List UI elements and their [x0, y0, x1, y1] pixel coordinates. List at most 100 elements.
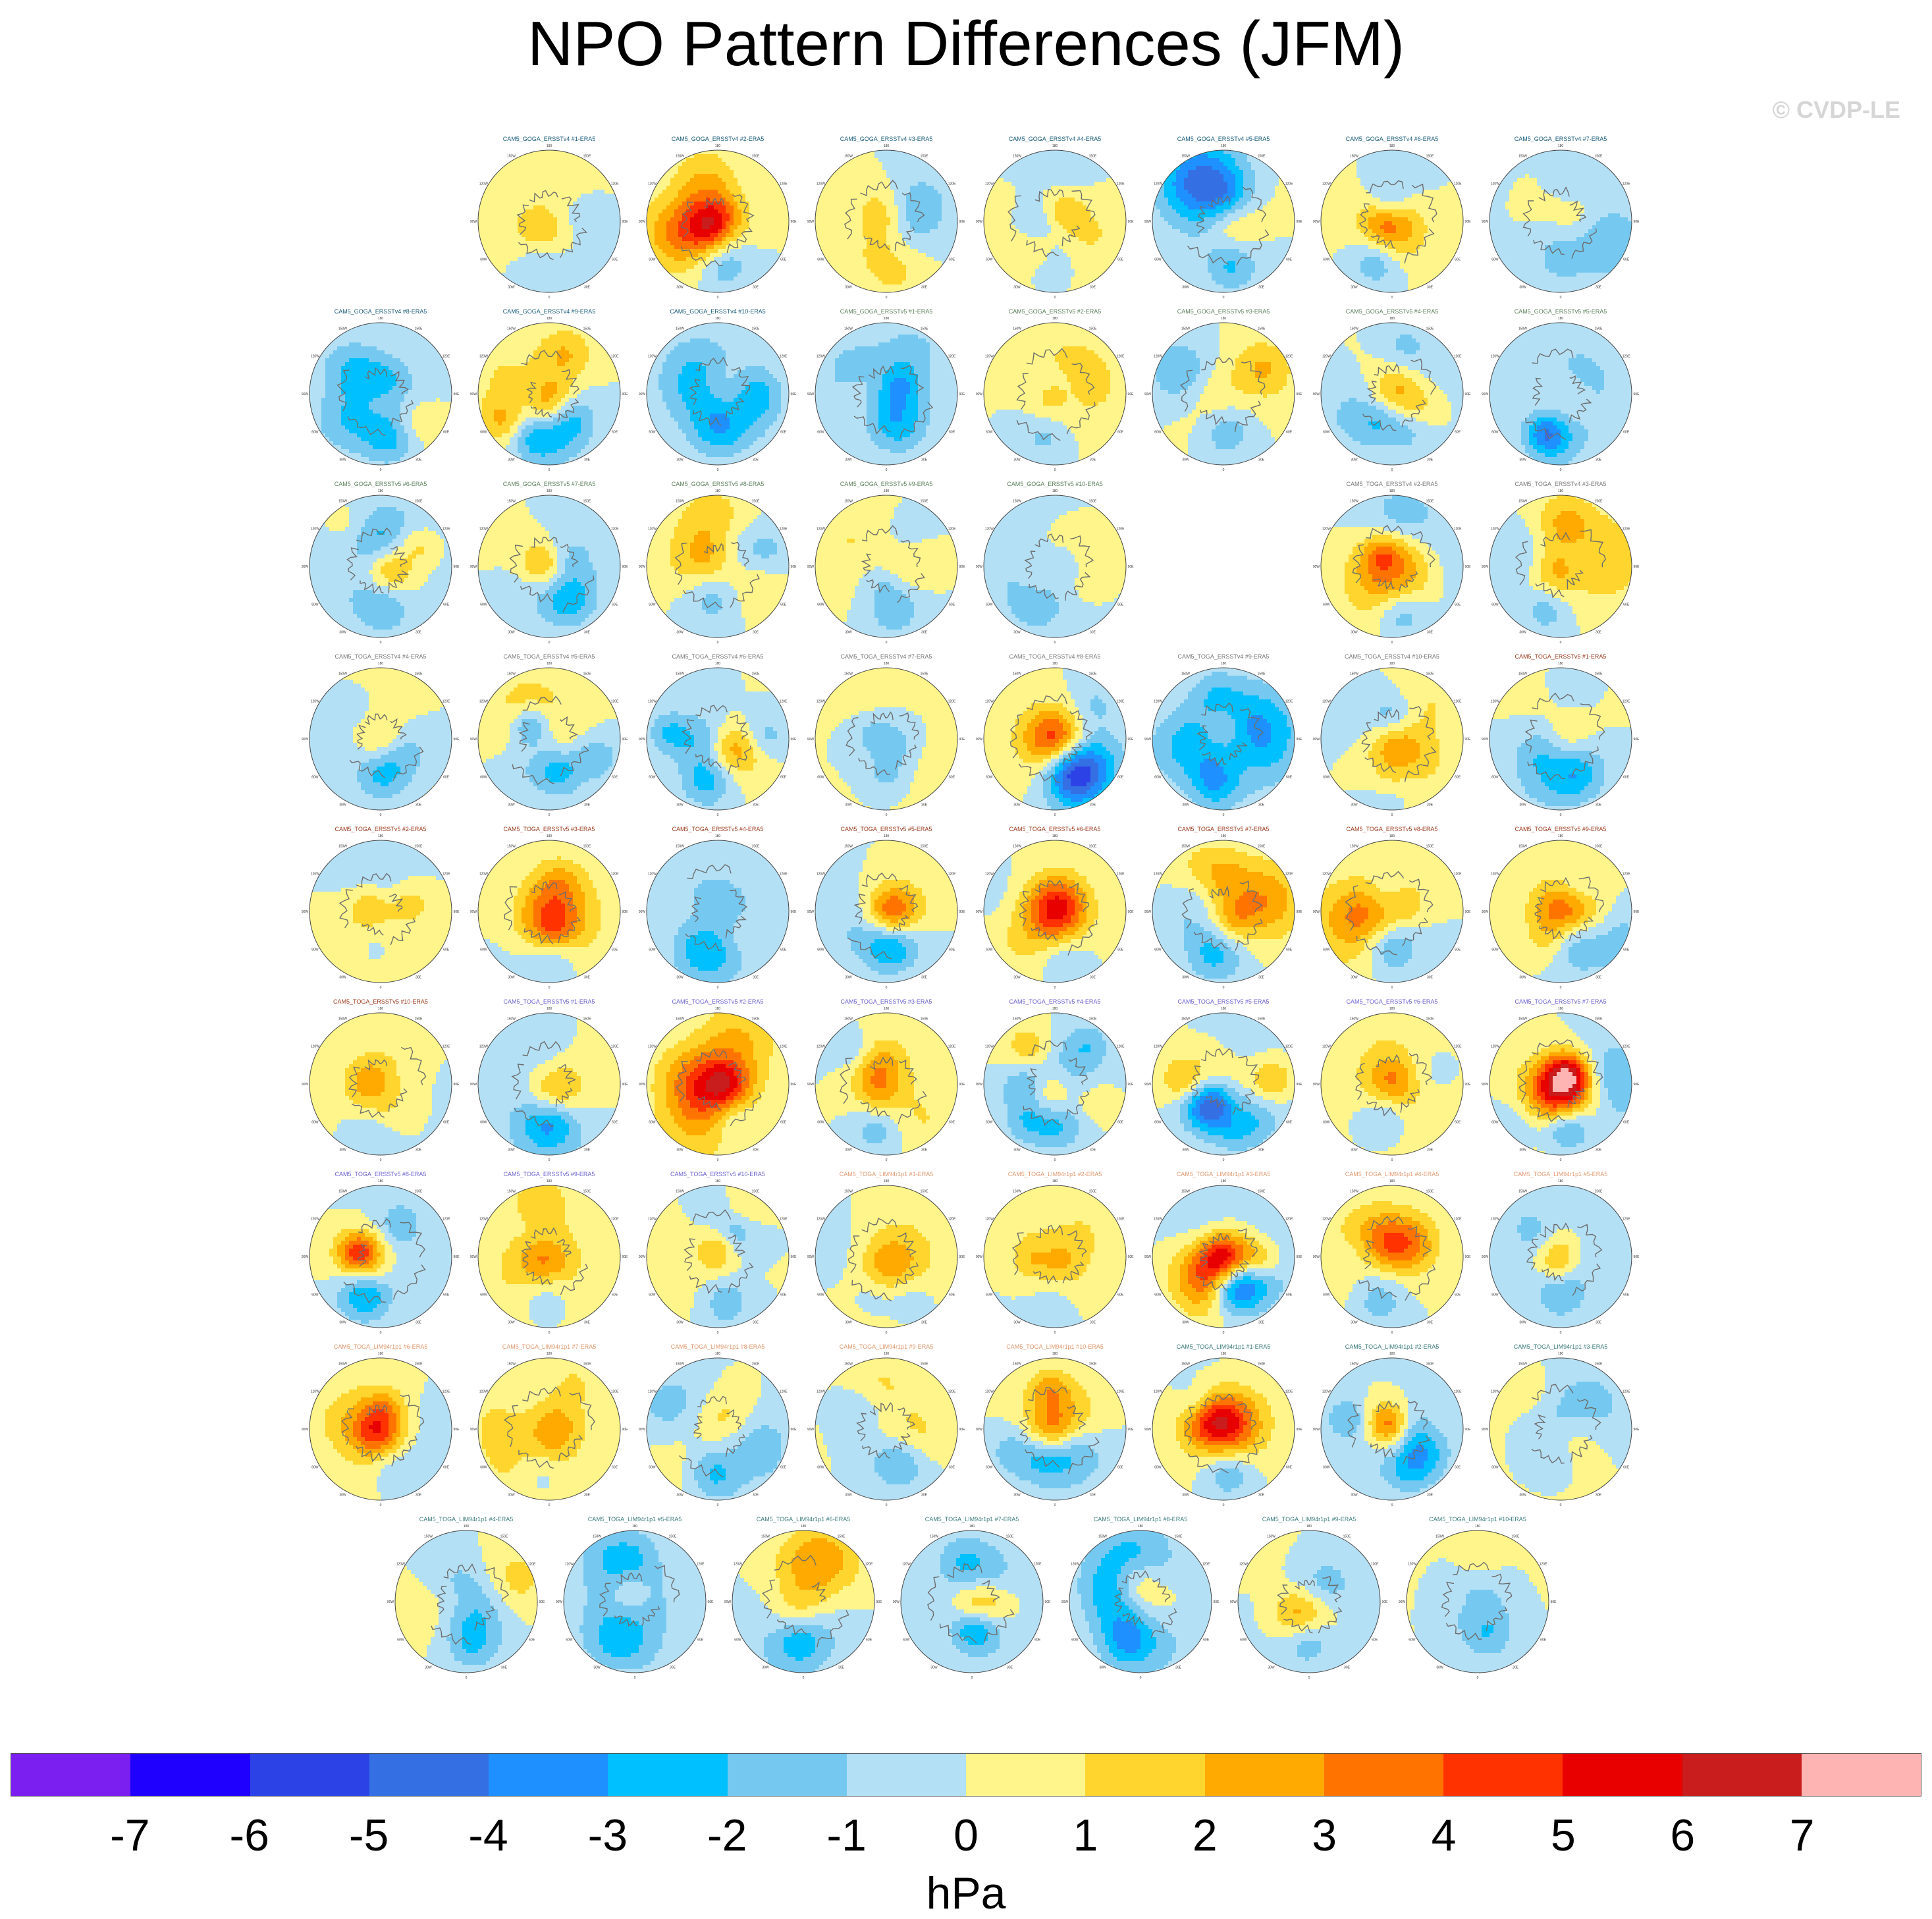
longitude-label: 150E [583, 1189, 591, 1193]
longitude-label: 120W [311, 355, 319, 359]
panel-title: CAM5_GOGA_ERSSTv5 #6-ERA5 [296, 481, 465, 487]
panel-title: CAM5_GOGA_ERSSTv4 #4-ERA5 [971, 136, 1139, 142]
longitude-label: 150W [338, 499, 347, 503]
longitude-label: 90E [1634, 220, 1640, 224]
longitude-label: 150E [1595, 1189, 1603, 1193]
longitude-label: 120E [1285, 1390, 1293, 1394]
panel-title: CAM5_GOGA_ERSSTv5 #7-ERA5 [465, 481, 633, 487]
longitude-label: 60W [311, 948, 319, 952]
longitude-label: 0 [717, 641, 719, 645]
longitude-label: 30W [676, 286, 684, 290]
longitude-label: 120W [817, 700, 825, 704]
longitude-label: 30W [1351, 458, 1358, 462]
longitude-label: 60E [780, 1466, 787, 1470]
longitude-label: 30E [921, 631, 928, 635]
longitude-label: 60W [649, 1466, 656, 1470]
map-panel: CAM5_TOGA_ERSSTv5 #5-ERA5 180 150E 120E 90E 6… [802, 826, 971, 993]
longitude-label: 60E [780, 258, 787, 262]
map-panel: CAM5_GOGA_ERSSTv4 #8-ERA5 180 150E 120E 90E 6… [296, 308, 465, 475]
colorbar-swatch [966, 1754, 1085, 1796]
map-panel: CAM5_TOGA_LIM94r1p1 #4-ERA5 180 150E 120E 90… [382, 1516, 550, 1683]
longitude-label: 0 [886, 296, 888, 300]
longitude-label: 180 [547, 1179, 552, 1183]
longitude-label: 90W [1313, 565, 1320, 569]
longitude-label: 120W [817, 527, 825, 531]
panel-title: CAM5_GOGA_ERSSTv4 #7-ERA5 [1476, 136, 1645, 142]
longitude-label: 90W [1313, 1083, 1320, 1087]
longitude-label: 0 [1391, 1158, 1393, 1162]
map-panel: CAM5_TOGA_LIM94r1p1 #2-ERA5 180 150E 120E 90… [971, 1171, 1139, 1338]
longitude-label: 0 [1391, 986, 1393, 990]
longitude-label: 30W [1013, 1321, 1021, 1325]
longitude-label: 90E [959, 738, 966, 742]
longitude-label: 30W [1351, 1321, 1358, 1325]
longitude-label: 90E [622, 565, 629, 569]
longitude-label: 30E [584, 458, 591, 462]
longitude-label: 90E [791, 1255, 797, 1259]
longitude-label: 90W [639, 1255, 646, 1259]
longitude-label: 180 [378, 489, 384, 493]
longitude-label: 120W [1491, 1045, 1499, 1049]
panel-title: CAM5_TOGA_ERSSTv5 #4-ERA5 [971, 998, 1139, 1005]
longitude-label: 0 [886, 1503, 888, 1507]
longitude-label: 90W [639, 910, 646, 914]
longitude-label: 0 [1223, 468, 1225, 472]
longitude-label: 30E [1090, 803, 1096, 807]
longitude-label: 0 [1054, 813, 1056, 817]
longitude-label: 120E [1623, 182, 1630, 186]
longitude-label: 120E [780, 1218, 788, 1222]
longitude-label: 120E [443, 1390, 450, 1394]
longitude-label: 60W [1154, 1466, 1162, 1470]
longitude-label: 180 [1052, 662, 1058, 666]
longitude-label: 0 [1391, 813, 1393, 817]
longitude-label: 120W [479, 1045, 488, 1049]
longitude-label: 120E [780, 182, 788, 186]
colorbar-swatch [489, 1754, 608, 1796]
longitude-label: 180 [1221, 1007, 1227, 1011]
longitude-label: 90E [791, 392, 797, 396]
longitude-label: 0 [1560, 1158, 1562, 1162]
longitude-label: 90E [791, 1428, 797, 1432]
longitude-label: 30W [1013, 458, 1021, 462]
longitude-label: 30W [1182, 458, 1189, 462]
panel-title: CAM5_GOGA_ERSSTv4 #2-ERA5 [633, 136, 802, 142]
longitude-label: 60E [1117, 948, 1124, 952]
longitude-label: 30W [1519, 976, 1526, 980]
colorbar-swatch [250, 1754, 369, 1796]
longitude-label: 90E [791, 910, 797, 914]
longitude-label: 30W [1013, 1494, 1021, 1498]
panel-title: CAM5_TOGA_ERSSTv5 #1-ERA5 [1476, 653, 1645, 660]
longitude-label: 60W [1323, 603, 1330, 607]
longitude-label: 150W [676, 1189, 684, 1193]
longitude-label: 180 [547, 317, 552, 321]
longitude-label: 0 [717, 1331, 719, 1335]
longitude-label: 150E [921, 844, 928, 848]
longitude-label: 120E [1623, 700, 1630, 704]
longitude-label: 30E [1596, 1321, 1602, 1325]
longitude-label: 180 [547, 1352, 552, 1356]
longitude-label: 60W [1323, 776, 1330, 780]
longitude-label: 60W [311, 1121, 319, 1125]
longitude-label: 150E [752, 499, 760, 503]
longitude-label: 90E [1128, 1083, 1135, 1087]
longitude-label: 150E [921, 499, 928, 503]
longitude-label: 60W [649, 431, 656, 435]
longitude-label: 90W [1313, 1428, 1320, 1432]
longitude-label: 150E [1089, 844, 1097, 848]
longitude-label: 150W [676, 1362, 684, 1366]
panel-title: CAM5_GOGA_ERSSTv5 #2-ERA5 [971, 308, 1139, 315]
longitude-label: 30W [845, 458, 852, 462]
longitude-label: 150E [669, 1534, 677, 1538]
longitude-label: 150W [844, 672, 853, 676]
longitude-label: 60E [780, 776, 787, 780]
longitude-label: 90E [454, 1428, 460, 1432]
longitude-label: 30E [416, 976, 422, 980]
longitude-label: 120W [648, 1390, 657, 1394]
longitude-label: 90W [1230, 1600, 1237, 1604]
